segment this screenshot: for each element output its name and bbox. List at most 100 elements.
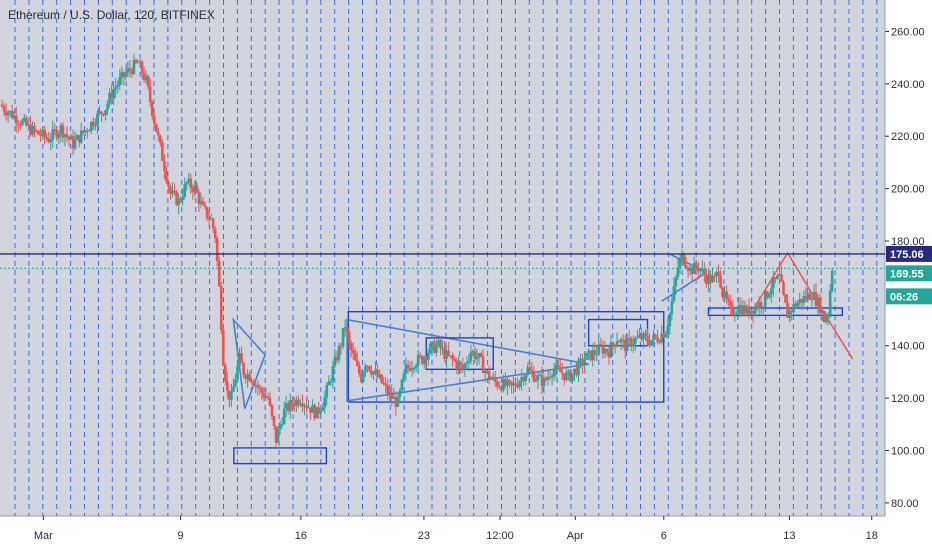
time-axis[interactable]: Mar 9 16 23 12:00 Apr 6 13 18 <box>34 516 878 542</box>
candle-body <box>325 385 329 398</box>
candle-body <box>678 259 682 268</box>
candle-body <box>453 359 456 361</box>
candle-body <box>487 371 491 380</box>
candle-body <box>540 374 544 387</box>
candle-body <box>335 356 339 361</box>
candle-body <box>337 345 341 361</box>
candle-body <box>27 124 30 126</box>
candle-body <box>597 344 601 355</box>
time-tick-label: 13 <box>783 530 795 542</box>
candle-body <box>502 379 505 391</box>
candle-body <box>317 407 320 414</box>
candle-body <box>713 275 716 277</box>
candle-body <box>577 360 580 376</box>
candle-body <box>749 310 753 315</box>
candle-body <box>705 275 708 284</box>
candle-body <box>29 124 32 135</box>
candle-body <box>591 350 595 361</box>
candle-body <box>112 89 115 99</box>
candle-body <box>116 84 120 87</box>
candle-body <box>319 410 323 414</box>
candle-body <box>274 426 278 443</box>
candle-body <box>522 377 525 382</box>
candle-body <box>721 287 724 298</box>
candle-body <box>323 397 327 408</box>
candle-body <box>770 288 773 295</box>
candle-body <box>680 253 684 260</box>
candle-body <box>792 303 795 313</box>
last-price-tag: 169.55 <box>890 268 924 280</box>
candle-body <box>8 110 12 113</box>
candle-body <box>589 350 592 361</box>
candle-body <box>666 326 670 335</box>
candle-body <box>173 190 176 192</box>
price-axis[interactable]: 260.00 240.00 220.00 200.00 180.00 140.00 120.… <box>885 26 932 510</box>
candle-body <box>240 352 243 364</box>
candle-body <box>120 72 124 78</box>
candle-body <box>270 404 274 417</box>
time-tick-label: Apr <box>567 530 584 542</box>
candle-body <box>790 310 793 313</box>
candle-body <box>238 352 241 367</box>
candle-body <box>426 352 430 361</box>
time-tick-label: Mar <box>34 530 53 542</box>
candle-body <box>83 130 87 133</box>
candle-body <box>526 367 530 376</box>
candle-body <box>197 192 201 204</box>
time-tick-label: 23 <box>418 530 430 542</box>
candle-body <box>656 337 659 343</box>
candle-body <box>343 327 347 329</box>
candle-body <box>392 396 396 399</box>
candle-body <box>755 306 759 309</box>
candle-body <box>351 350 355 353</box>
candle-body <box>662 333 666 338</box>
candle-body <box>201 200 205 205</box>
candle-body <box>674 276 678 287</box>
candle-body <box>154 123 158 132</box>
candle-body <box>682 253 686 265</box>
candle-body <box>37 130 40 135</box>
candle-body <box>185 182 189 185</box>
candle-body <box>747 306 751 315</box>
candle-body <box>420 356 424 364</box>
candle-body <box>796 302 800 307</box>
candle-body <box>784 294 787 303</box>
candle-body <box>465 362 469 364</box>
candle-body <box>573 368 576 374</box>
candle-body <box>743 305 747 314</box>
candle-body <box>782 281 785 295</box>
candle-body <box>260 388 264 393</box>
candle-body <box>329 381 333 383</box>
candle-body <box>215 238 219 262</box>
candle-body <box>603 349 607 354</box>
candle-body <box>512 383 515 386</box>
candle-body <box>339 345 343 347</box>
candle-body <box>715 271 718 277</box>
candle-body <box>701 268 704 270</box>
candle-body <box>357 365 361 374</box>
candle-body <box>35 130 38 132</box>
candle-body <box>654 334 657 338</box>
candle-body <box>280 424 284 426</box>
candle-body <box>798 299 802 303</box>
candle-body <box>284 403 288 409</box>
candle-body <box>709 274 712 283</box>
candle-body <box>386 385 389 395</box>
time-axis-panel[interactable] <box>0 516 932 550</box>
candle-body <box>167 181 170 187</box>
candle-body <box>256 384 260 388</box>
candle-body <box>804 296 808 300</box>
time-tick-label: 9 <box>177 530 183 542</box>
candle-body <box>126 68 130 73</box>
candle-body <box>31 125 34 135</box>
candle-body <box>25 118 28 126</box>
candle-body <box>221 330 225 366</box>
plot-background[interactable] <box>0 0 885 516</box>
candle-body <box>778 274 781 276</box>
candle-body <box>595 354 599 356</box>
candle-body <box>765 291 769 298</box>
candle-body <box>601 345 605 354</box>
candle-body <box>642 333 645 340</box>
